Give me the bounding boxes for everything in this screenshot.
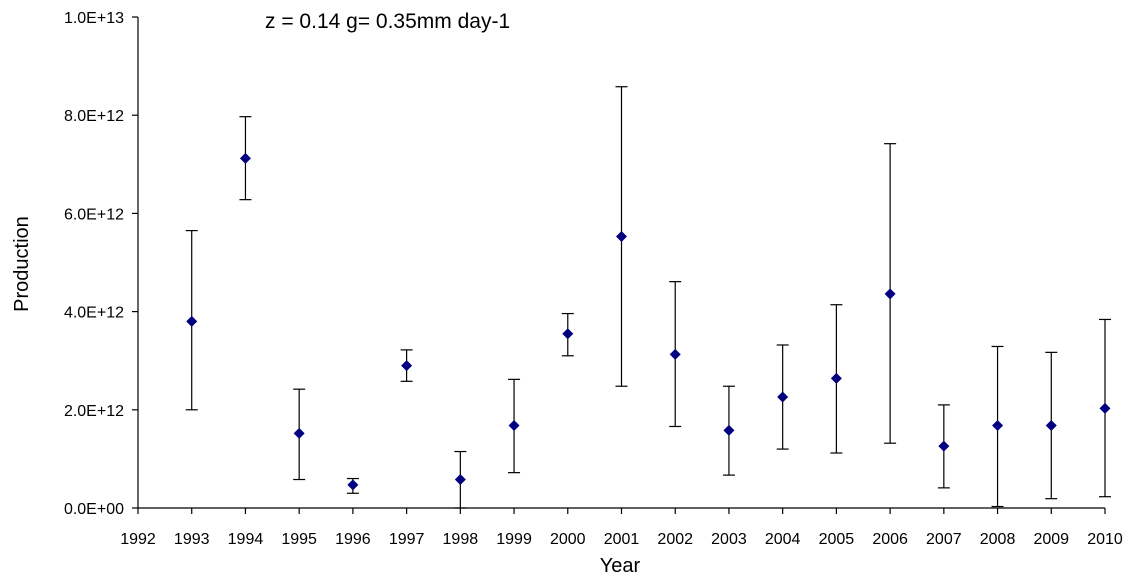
data-point-marker xyxy=(723,424,735,436)
x-tick-label: 2000 xyxy=(550,531,586,548)
data-point-marker xyxy=(454,474,466,486)
x-tick-label: 2005 xyxy=(819,531,855,548)
data-point-marker xyxy=(938,440,950,452)
data-point-marker xyxy=(669,348,681,360)
x-tick-label: 1996 xyxy=(335,531,371,548)
y-tick-label: 8.0E+12 xyxy=(64,108,124,125)
x-tick-label: 2002 xyxy=(657,531,693,548)
y-axis-label: Production xyxy=(11,216,33,312)
data-point-marker xyxy=(1099,402,1111,414)
y-tick-label: 4.0E+12 xyxy=(64,305,124,322)
x-tick-label: 2007 xyxy=(926,531,962,548)
x-tick-label: 1994 xyxy=(228,531,264,548)
x-axis-ticks: 1992 1993 1994 1995 1996 1997 1998 1999 2000 2001… xyxy=(120,508,1123,548)
x-tick-label: 2006 xyxy=(872,531,908,548)
data-point-marker xyxy=(616,230,627,242)
data-point-marker xyxy=(347,479,359,491)
data-point-marker xyxy=(1045,420,1057,432)
data-point-marker xyxy=(186,315,198,327)
data-point-marker xyxy=(992,420,1004,432)
y-tick-label: 1.0E+13 xyxy=(64,10,124,27)
data-markers xyxy=(186,152,1111,491)
x-tick-label: 2004 xyxy=(765,531,801,548)
x-tick-label: 1998 xyxy=(443,531,479,548)
data-point-marker xyxy=(239,152,251,164)
x-tick-label: 1999 xyxy=(496,531,532,548)
x-axis-label: Year xyxy=(600,555,641,576)
x-tick-label: 2010 xyxy=(1087,531,1123,548)
x-tick-label: 2008 xyxy=(980,531,1016,548)
y-tick-label: 2.0E+12 xyxy=(64,403,124,420)
chart-annotation: z = 0.14 g= 0.35mm day-1 xyxy=(265,10,510,33)
data-point-marker xyxy=(401,360,413,372)
x-tick-label: 1995 xyxy=(281,531,317,548)
data-point-marker xyxy=(508,420,520,432)
error-bars xyxy=(185,86,1111,509)
y-tick-label: 0.0E+00 xyxy=(64,501,124,518)
x-tick-label: 2003 xyxy=(711,531,747,548)
y-tick-label: 6.0E+12 xyxy=(64,206,124,223)
data-point-marker xyxy=(293,427,305,439)
x-tick-label: 2001 xyxy=(604,531,640,548)
y-axis-ticks: 0.0E+00 2.0E+12 4.0E+12 6.0E+12 8.0E+12 1.0E+… xyxy=(64,10,138,518)
data-point-marker xyxy=(884,288,896,300)
x-tick-label: 1997 xyxy=(389,531,425,548)
data-point-marker xyxy=(830,372,842,384)
data-point-marker xyxy=(562,328,574,340)
data-point-marker xyxy=(777,391,789,403)
x-tick-label: 2009 xyxy=(1033,531,1069,548)
x-tick-label: 1993 xyxy=(174,531,210,548)
x-tick-label: 1992 xyxy=(120,531,156,548)
